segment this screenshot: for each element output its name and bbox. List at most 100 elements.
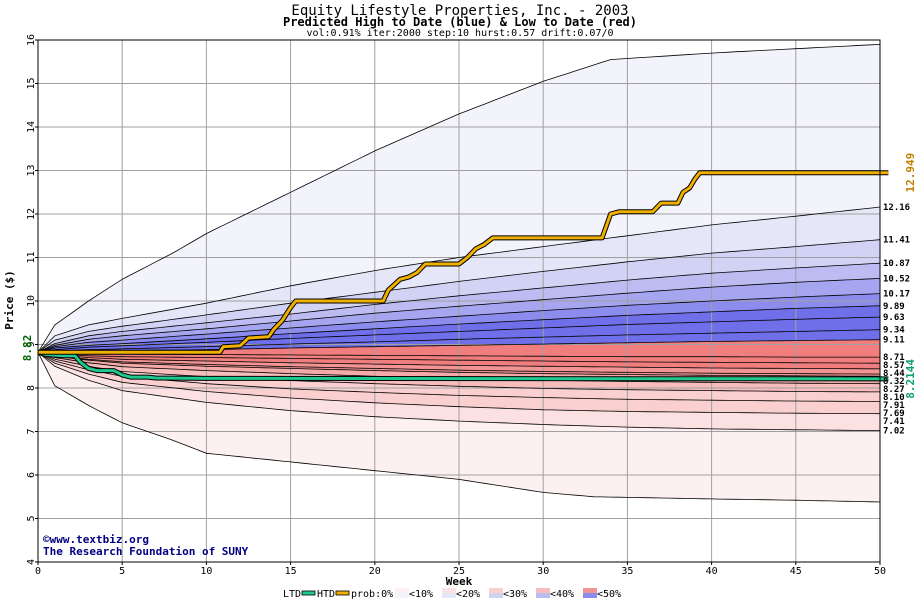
legend-ltd-label: LTD [283,589,301,600]
quantile-end-label: 10.17 [883,290,910,300]
quantile-line [37,262,881,353]
x-tick-label: 45 [790,566,802,577]
legend-bin-label: <20% [456,589,480,600]
htd-series-line [38,171,889,354]
lower-probability-band [38,352,880,375]
y-tick-label: 7 [26,428,37,434]
legend-htd-swatch [335,590,350,596]
forecast-series [37,170,889,382]
quantile-line [37,316,881,353]
y-tick-label: 6 [26,472,37,478]
upper-probability-band [38,239,880,353]
y-tick-label: 11 [26,251,37,263]
legend-bin-label: <30% [503,589,527,600]
x-tick-label: 35 [621,566,633,577]
legend-bin-swatch-blue [395,593,409,598]
quantile-end-label: 8.27 [883,385,905,395]
quantile-line [37,206,881,353]
y-tick-label: 14 [26,121,37,133]
quantile-end-label: 8.44 [883,369,905,379]
x-tick-label: 30 [537,566,549,577]
quantile-line [37,352,881,503]
quantile-end-label: 8.71 [883,353,905,363]
chart-title: Equity Lifestyle Properties, Inc. - 2003 [291,3,629,19]
legend-htd-label: HTD [317,589,335,600]
x-tick-label: 25 [453,566,465,577]
legend-bin-swatch-red [395,588,409,593]
legend-prob-label: prob:0% [351,589,393,600]
quantile-end-label: 9.89 [883,302,905,312]
quantile-lines [37,44,881,503]
credit-site-link[interactable]: ©www.textbiz.org [43,533,149,546]
quantile-end-label: 8.57 [883,361,905,371]
legend-bin-swatch-red [583,588,597,593]
y-tick-label: 4 [26,559,37,565]
quantile-end-label: 9.11 [883,336,905,346]
quantile-end-label: 7.02 [883,427,905,437]
quantile-line [37,293,881,353]
quantile-line [37,351,880,364]
legend-bin-swatch-red [489,588,503,593]
x-tick-label: 40 [706,566,718,577]
quantile-end-label: 11.41 [883,236,910,246]
quantile-line [37,351,881,415]
quantile-end-label: 7.41 [883,417,905,427]
quantile-end-label: 7.69 [883,409,905,419]
credit-block: ©www.textbiz.org The Research Foundation… [43,534,248,558]
legend-bin-label: <50% [597,589,621,600]
quantile-end-label: 9.63 [883,313,905,323]
quantile-line [37,44,881,353]
x-tick-label: 10 [200,566,212,577]
quantile-line [37,351,881,377]
quantile-line [37,278,881,353]
x-tick-label: 0 [35,566,41,577]
ltd-end-value: 8.2144 [904,359,917,399]
x-tick-label: 15 [285,566,297,577]
legend-bin-swatch-red [536,588,550,593]
quantile-line [37,351,881,431]
quantile-line [37,351,881,370]
legend-bin-swatch-blue [489,593,503,598]
legend-bin-swatch-blue [442,593,456,598]
htd-end-value: 12.949 [904,153,917,193]
ltd-series-line [37,350,889,381]
quantile-end-label: 10.87 [883,259,910,269]
legend-bin-label: <40% [550,589,574,600]
x-tick-label: 50 [874,566,886,577]
quantile-end-label: 7.91 [883,401,905,411]
legend: LTD HTD prob:0% <10% <20% <30% <40% <50% [283,588,621,600]
y-tick-label: 10 [26,295,37,307]
y-tick-label: 12 [26,208,37,220]
y-axis-title: Price ($) [3,270,16,330]
y-tick-label: 8 [26,385,37,391]
y-tick-label: 16 [26,34,37,46]
legend-bin-label: <10% [409,589,433,600]
y-tick-label: 9 [26,341,37,347]
quantile-end-label: 9.34 [883,326,905,336]
quantile-line [37,329,881,353]
quantile-end-label: 10.52 [883,274,910,284]
quantile-line [37,351,881,402]
upper-probability-band [38,263,880,353]
y-tick-label: 13 [26,164,37,176]
legend-bin-swatch-blue [536,593,550,598]
quantile-line [37,305,881,353]
quantile-end-label: 8.32 [883,377,905,387]
credit-organization: The Research Foundation of SUNY [43,545,249,558]
y-tick-label: 15 [26,77,37,89]
lower-probability-band [38,352,880,384]
x-tick-label: 5 [119,566,125,577]
legend-bin-swatch-blue [583,593,597,598]
quantile-line [37,351,880,393]
legend-bin-swatch-red [442,588,456,593]
start-value-label: 8.82 [21,335,34,362]
x-tick-label: 20 [369,566,381,577]
quantile-line [37,351,881,375]
chart-subtitle: Predicted High to Date (blue) & Low to D… [282,15,637,29]
quantile-end-label: 8.10 [883,393,905,403]
quantile-end-labels: 12.16 11.41 10.87 10.52 10.17 9.899.63 9.349.1… [883,153,917,437]
simulation-params: vol:0.91% iter:2000 step:10 hurst:0.57 d… [306,28,614,39]
y-tick-label: 5 [26,515,37,521]
